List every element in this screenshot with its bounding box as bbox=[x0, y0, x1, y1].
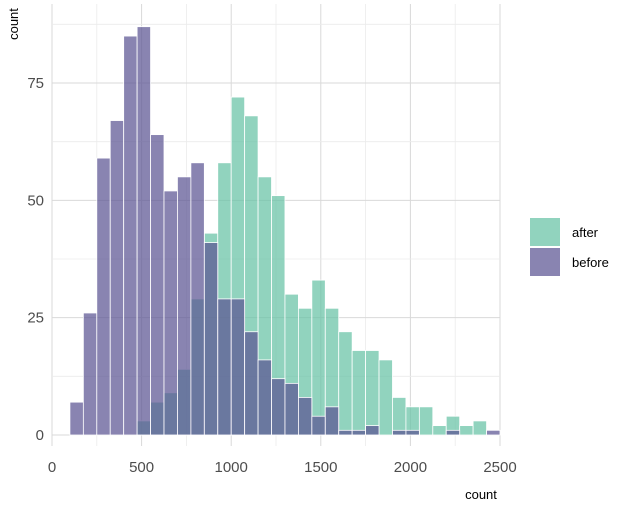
histogram-bar-after bbox=[432, 425, 447, 436]
x-tick-label: 1000 bbox=[215, 459, 248, 476]
histogram-bar-after bbox=[365, 350, 380, 436]
histogram-bar-after bbox=[392, 397, 407, 436]
histogram-bar-before bbox=[365, 425, 380, 436]
histogram-bar-before bbox=[190, 162, 205, 436]
histogram-bar-before bbox=[244, 331, 259, 436]
histogram-bar-before bbox=[445, 429, 461, 436]
histogram-bar-before bbox=[324, 406, 340, 436]
y-tick-label: 50 bbox=[27, 192, 44, 209]
histogram-bar-before bbox=[297, 397, 313, 436]
legend-key-after bbox=[530, 218, 560, 246]
histogram-bar-after bbox=[338, 331, 353, 436]
legend-label-before: before bbox=[572, 255, 609, 270]
histogram-bar-before bbox=[82, 312, 98, 436]
y-axis-title: count bbox=[6, 8, 21, 40]
histogram-bar-before bbox=[230, 298, 246, 436]
x-tick-label: 2000 bbox=[394, 459, 427, 476]
legend-label-after: after bbox=[572, 225, 599, 240]
histogram-bar-before bbox=[257, 359, 272, 436]
histogram-bar-before bbox=[69, 401, 84, 436]
y-axis-ticks: 0 25 50 75 bbox=[27, 75, 44, 444]
y-tick-label: 25 bbox=[27, 310, 44, 327]
histogram-bar-before bbox=[405, 429, 420, 436]
y-tick-label: 0 bbox=[36, 427, 44, 444]
histogram-bar-before bbox=[284, 382, 299, 436]
histogram-bar-before bbox=[338, 429, 353, 436]
x-tick-label: 1500 bbox=[304, 459, 337, 476]
histogram-bar-before bbox=[123, 35, 138, 436]
histogram-bar-before bbox=[203, 242, 219, 436]
histogram-bar-after bbox=[472, 420, 487, 436]
histogram-bar-after bbox=[418, 406, 434, 436]
histogram-bar-before bbox=[486, 429, 501, 436]
histogram-bars bbox=[69, 26, 501, 436]
histogram-bar-before bbox=[217, 298, 232, 436]
x-tick-label: 0 bbox=[48, 459, 56, 476]
histogram-bar-after bbox=[311, 279, 326, 436]
histogram-bar-before bbox=[177, 176, 192, 436]
histogram-bar-after bbox=[378, 359, 393, 436]
histogram-bar-after bbox=[351, 350, 367, 436]
y-tick-label: 75 bbox=[27, 75, 44, 92]
histogram-bar-after bbox=[459, 425, 474, 436]
histogram-bar-before bbox=[392, 429, 407, 436]
histogram-bar-before bbox=[351, 429, 367, 436]
histogram-bar-before bbox=[163, 190, 178, 436]
x-tick-label: 2500 bbox=[483, 459, 516, 476]
x-axis-title: count bbox=[465, 487, 497, 502]
histogram-bar-before bbox=[271, 378, 286, 436]
legend: after before bbox=[530, 218, 609, 276]
legend-key-before bbox=[530, 248, 560, 276]
x-tick-label: 500 bbox=[129, 459, 154, 476]
histogram-bar-before bbox=[109, 120, 125, 436]
x-axis-ticks: 0 500 1000 1500 2000 2500 bbox=[48, 459, 517, 476]
histogram-bar-before bbox=[150, 134, 165, 436]
histogram-bar-before bbox=[136, 26, 151, 436]
histogram-bar-before bbox=[311, 415, 326, 436]
histogram-bar-before bbox=[96, 157, 111, 436]
